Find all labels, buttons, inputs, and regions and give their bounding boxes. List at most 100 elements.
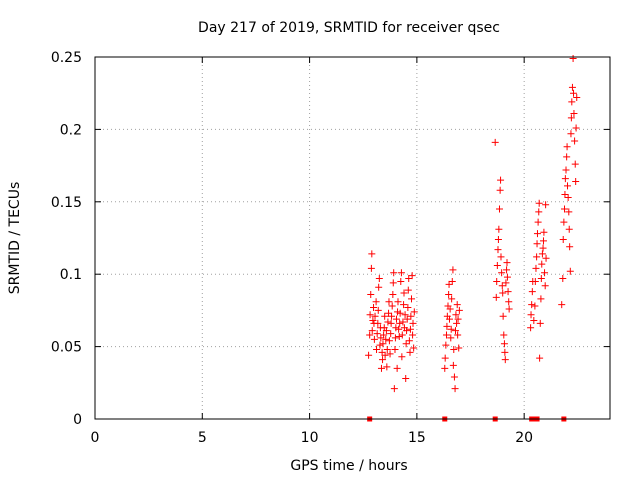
x-tick-label: 0 xyxy=(91,430,100,446)
data-point xyxy=(495,225,503,233)
data-point xyxy=(535,199,543,207)
data-point xyxy=(371,312,379,320)
data-point xyxy=(559,235,567,243)
data-point xyxy=(534,218,542,226)
axes: 0 5 10 15 20 0 0.05 0.1 0.15 0.2 0.25 xyxy=(51,50,610,446)
data-point xyxy=(391,334,399,342)
data-point xyxy=(376,341,384,349)
data-point xyxy=(384,318,392,326)
data-point xyxy=(366,331,374,339)
data-point xyxy=(393,364,401,372)
data-point xyxy=(538,250,546,258)
data-point xyxy=(539,244,547,252)
data-point xyxy=(568,83,576,91)
data-point xyxy=(501,348,509,356)
data-point xyxy=(566,243,574,251)
data-point xyxy=(558,301,566,309)
data-point xyxy=(494,235,502,243)
data-point xyxy=(449,361,457,369)
data-point xyxy=(496,186,504,194)
data-point xyxy=(447,325,455,333)
data-point xyxy=(455,344,463,352)
data-point xyxy=(563,143,571,151)
data-point xyxy=(532,264,540,272)
data-point xyxy=(561,205,569,213)
data-point xyxy=(389,290,397,298)
data-point xyxy=(409,331,417,339)
data-point xyxy=(399,318,407,326)
data-point xyxy=(407,312,415,320)
data-point xyxy=(375,283,383,291)
data-point xyxy=(567,114,575,122)
x-tick-label: 10 xyxy=(301,430,319,446)
data-point xyxy=(408,295,416,303)
data-point xyxy=(408,272,416,280)
data-point xyxy=(382,335,390,343)
data-point xyxy=(385,337,393,345)
data-point xyxy=(492,293,500,301)
data-point xyxy=(449,266,457,274)
chart-title: Day 217 of 2019, SRMTID for receiver qse… xyxy=(198,20,500,36)
data-point xyxy=(410,344,418,352)
data-point xyxy=(564,182,572,190)
data-point xyxy=(442,331,450,339)
data-point xyxy=(567,130,575,138)
data-point xyxy=(389,279,397,287)
data-point xyxy=(491,138,499,146)
data-point xyxy=(382,327,390,335)
data-point xyxy=(454,331,462,339)
data-point xyxy=(453,319,461,327)
data-point xyxy=(447,334,455,342)
data-point xyxy=(377,364,385,372)
data-point xyxy=(402,340,410,348)
data-point xyxy=(441,354,449,362)
data-point xyxy=(527,324,535,332)
data-point xyxy=(403,327,411,335)
data-point xyxy=(565,208,573,216)
y-tick-label: 0.25 xyxy=(51,50,82,66)
data-point xyxy=(445,280,453,288)
x-axis-label: GPS time / hours xyxy=(290,458,407,474)
data-point xyxy=(570,109,578,117)
data-point xyxy=(499,312,507,320)
data-point xyxy=(373,330,381,338)
data-point xyxy=(531,302,539,310)
y-tick-label: 0.2 xyxy=(60,122,82,138)
data-point xyxy=(542,201,550,209)
x-tick-label: 20 xyxy=(515,430,533,446)
data-point xyxy=(452,311,460,319)
data-point xyxy=(390,385,398,393)
data-point xyxy=(494,246,502,254)
data-point xyxy=(405,275,413,283)
data-point xyxy=(497,176,505,184)
data-point xyxy=(442,341,450,349)
data-point xyxy=(535,208,543,216)
data-point xyxy=(533,240,541,248)
y-tick-label: 0 xyxy=(73,412,82,428)
data-point xyxy=(539,237,547,245)
data-point xyxy=(448,277,456,285)
data-point xyxy=(528,301,536,309)
data-point xyxy=(536,354,544,362)
data-point xyxy=(527,311,535,319)
data-point xyxy=(365,351,373,359)
data-point xyxy=(375,275,383,283)
data-point xyxy=(370,304,378,312)
data-point xyxy=(381,351,389,359)
data-point xyxy=(380,331,388,339)
data-point xyxy=(498,269,506,277)
data-point xyxy=(410,308,418,316)
data-point xyxy=(367,264,375,272)
data-point xyxy=(385,309,393,317)
data-point xyxy=(542,254,550,262)
data-point xyxy=(536,319,544,327)
data-point xyxy=(495,205,503,213)
data-point xyxy=(374,319,382,327)
data-point xyxy=(503,259,511,267)
data-point xyxy=(390,269,398,277)
data-point xyxy=(400,301,408,309)
data-point xyxy=(500,340,508,348)
data-point xyxy=(559,275,567,283)
data-point xyxy=(566,267,574,275)
